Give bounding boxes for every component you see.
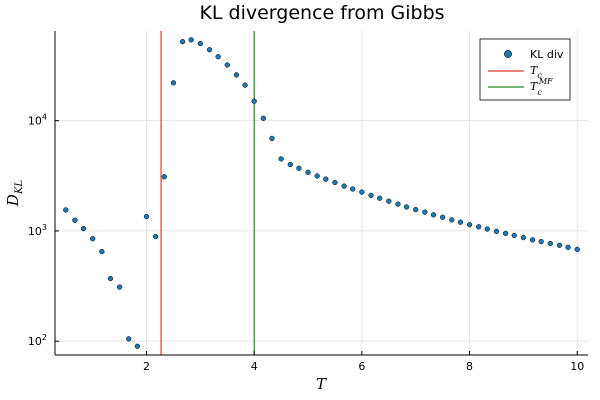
data-point xyxy=(134,343,141,349)
data-point xyxy=(493,228,500,235)
data-point xyxy=(260,115,267,121)
data-point xyxy=(143,213,150,220)
legend-label-kl-div: KL div xyxy=(530,48,564,61)
legend-label-tc: Tc xyxy=(530,64,542,80)
x-tick-label: 4 xyxy=(251,360,258,373)
data-point xyxy=(529,237,536,243)
data-point xyxy=(314,173,320,179)
data-point xyxy=(126,336,132,342)
legend-box xyxy=(479,38,571,101)
x-axis-label: T xyxy=(316,375,327,393)
data-point xyxy=(350,186,356,192)
data-point xyxy=(332,179,338,186)
x-tick-label: 6 xyxy=(358,360,365,373)
vertical-lines xyxy=(160,31,255,355)
data-point xyxy=(278,156,284,162)
data-point xyxy=(556,242,563,249)
data-point xyxy=(188,37,194,43)
data-point xyxy=(233,72,240,78)
data-point xyxy=(287,161,293,168)
data-point xyxy=(224,62,230,68)
data-point xyxy=(296,165,302,171)
y-tick-label: 103 xyxy=(28,223,47,238)
data-point xyxy=(153,233,159,240)
x-tick-label: 2 xyxy=(143,360,150,373)
data-point xyxy=(90,236,96,242)
data-point xyxy=(439,214,446,220)
data-point xyxy=(376,195,383,201)
y-ticks: 102 103 104 xyxy=(28,113,59,348)
legend: KL div Tc TcMF xyxy=(479,38,571,101)
data-point xyxy=(574,246,580,253)
data-point xyxy=(476,224,482,230)
data-point xyxy=(179,39,186,45)
data-point xyxy=(511,232,517,239)
y-tick-label: 102 xyxy=(28,333,47,348)
data-point xyxy=(161,174,167,180)
data-point xyxy=(457,219,464,225)
data-point xyxy=(466,222,473,228)
y-axis-label: DKL xyxy=(4,180,25,208)
data-point xyxy=(80,225,87,232)
data-point xyxy=(116,284,123,290)
chart-title: KL divergence from Gibbs xyxy=(199,2,444,24)
data-point xyxy=(484,226,490,232)
scatter-points xyxy=(63,37,580,349)
data-point xyxy=(323,176,329,182)
legend-label-tc-mf: TcMF xyxy=(530,77,553,97)
data-point xyxy=(242,82,248,88)
data-point xyxy=(170,80,177,86)
data-point xyxy=(359,189,365,195)
data-point xyxy=(341,183,347,189)
data-point xyxy=(251,98,257,104)
data-point xyxy=(538,238,544,245)
data-point xyxy=(502,230,509,237)
axes xyxy=(54,31,588,356)
legend-marker-kl-div xyxy=(504,50,512,58)
data-point xyxy=(63,207,69,213)
data-point xyxy=(99,248,105,255)
data-point xyxy=(269,135,275,142)
data-point xyxy=(197,40,204,47)
data-point xyxy=(520,234,527,241)
data-point xyxy=(368,192,374,199)
data-point xyxy=(305,169,311,175)
data-point xyxy=(547,240,553,247)
x-tick-label: 8 xyxy=(466,360,473,373)
data-point xyxy=(215,54,221,60)
data-point xyxy=(403,204,410,210)
data-point xyxy=(107,275,114,282)
data-point xyxy=(386,198,392,204)
data-point xyxy=(422,209,428,215)
data-point xyxy=(206,47,213,53)
data-point xyxy=(72,217,78,223)
data-point xyxy=(395,201,401,207)
data-point xyxy=(565,244,571,250)
data-point xyxy=(413,206,419,213)
x-ticks: 2 4 6 8 10 xyxy=(143,351,584,373)
data-point xyxy=(449,217,455,223)
y-tick-label: 104 xyxy=(28,113,47,128)
x-tick-label: 10 xyxy=(570,360,584,373)
data-point xyxy=(430,212,437,218)
